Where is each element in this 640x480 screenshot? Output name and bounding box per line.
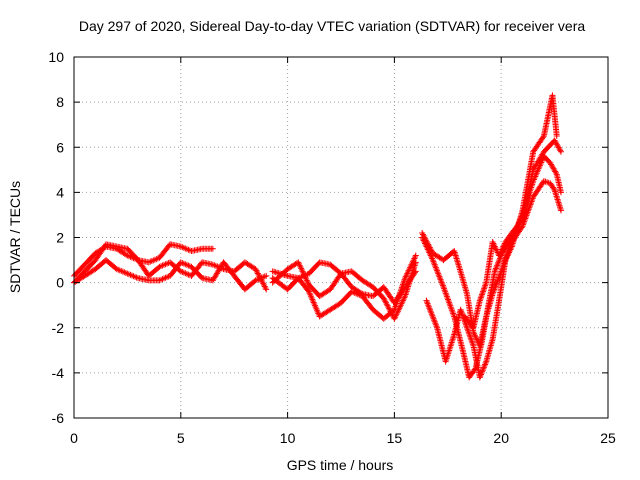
data-point (478, 371, 485, 378)
data-point (540, 134, 547, 141)
x-axis-label: GPS time / hours (287, 457, 394, 473)
x-tick-label: 15 (387, 430, 403, 446)
x-tick-label: 20 (493, 430, 509, 446)
data-point (262, 284, 269, 291)
data-point (479, 368, 486, 375)
y-tick-label: 2 (56, 230, 64, 246)
data-point (412, 252, 419, 259)
axis-ticks: 0 5 10 15 20 25 -6 -4 -2 0 2 4 6 8 10 (48, 49, 616, 446)
series-track-9 (423, 92, 560, 381)
series-track-6 (269, 259, 419, 322)
data-point (479, 367, 486, 374)
y-tick-label: 0 (56, 275, 64, 291)
data-point (447, 344, 454, 351)
y-tick-label: -2 (52, 320, 65, 336)
data-point (494, 261, 501, 268)
x-tick-label: 25 (600, 430, 616, 446)
data-point (482, 361, 489, 368)
grid (74, 57, 608, 418)
data-point (478, 370, 485, 377)
data-point (449, 336, 456, 343)
data-point (450, 334, 457, 341)
y-tick-label: 4 (56, 184, 64, 200)
data-point (491, 268, 498, 275)
data-point (492, 266, 499, 273)
data-point (495, 259, 502, 266)
data-point (557, 147, 564, 154)
data-point (263, 272, 270, 279)
data-point (550, 185, 557, 192)
data-point (446, 347, 453, 354)
y-tick-label: 10 (48, 49, 64, 65)
data-point (471, 366, 478, 373)
data-point (263, 286, 270, 293)
y-axis-label: SDTVAR / TECUs (7, 181, 23, 293)
data-point (480, 365, 487, 372)
data-point (492, 265, 499, 272)
data-points (71, 92, 565, 381)
data-point (476, 374, 483, 381)
data-point (558, 148, 565, 155)
data-point (412, 259, 419, 266)
x-tick-label: 10 (280, 430, 296, 446)
data-point (209, 245, 216, 252)
x-tick-label: 0 (70, 430, 78, 446)
data-point (493, 264, 500, 271)
data-point (445, 349, 452, 356)
y-tick-label: -6 (52, 410, 65, 426)
data-point (480, 364, 487, 371)
y-tick-label: -4 (52, 365, 65, 381)
data-point (449, 337, 456, 344)
series-track-10 (461, 137, 565, 331)
data-point (495, 258, 502, 265)
data-point (518, 217, 525, 224)
data-point (494, 262, 501, 269)
y-tick-label: 8 (56, 94, 64, 110)
data-point (553, 132, 560, 139)
data-point (447, 342, 454, 349)
data-point (477, 372, 484, 379)
data-point (552, 169, 559, 176)
data-point (482, 360, 489, 367)
data-point (123, 251, 130, 258)
x-tick-label: 5 (177, 430, 185, 446)
data-point (558, 189, 565, 196)
data-point (446, 345, 453, 352)
data-point (481, 362, 488, 369)
data-point (448, 339, 455, 346)
data-point (448, 341, 455, 348)
data-point (198, 273, 205, 280)
y-tick-label: 6 (56, 139, 64, 155)
chart-title: Day 297 of 2020, Sidereal Day-to-day VTE… (79, 18, 585, 34)
data-point (558, 207, 565, 214)
series-track-1 (71, 241, 216, 279)
